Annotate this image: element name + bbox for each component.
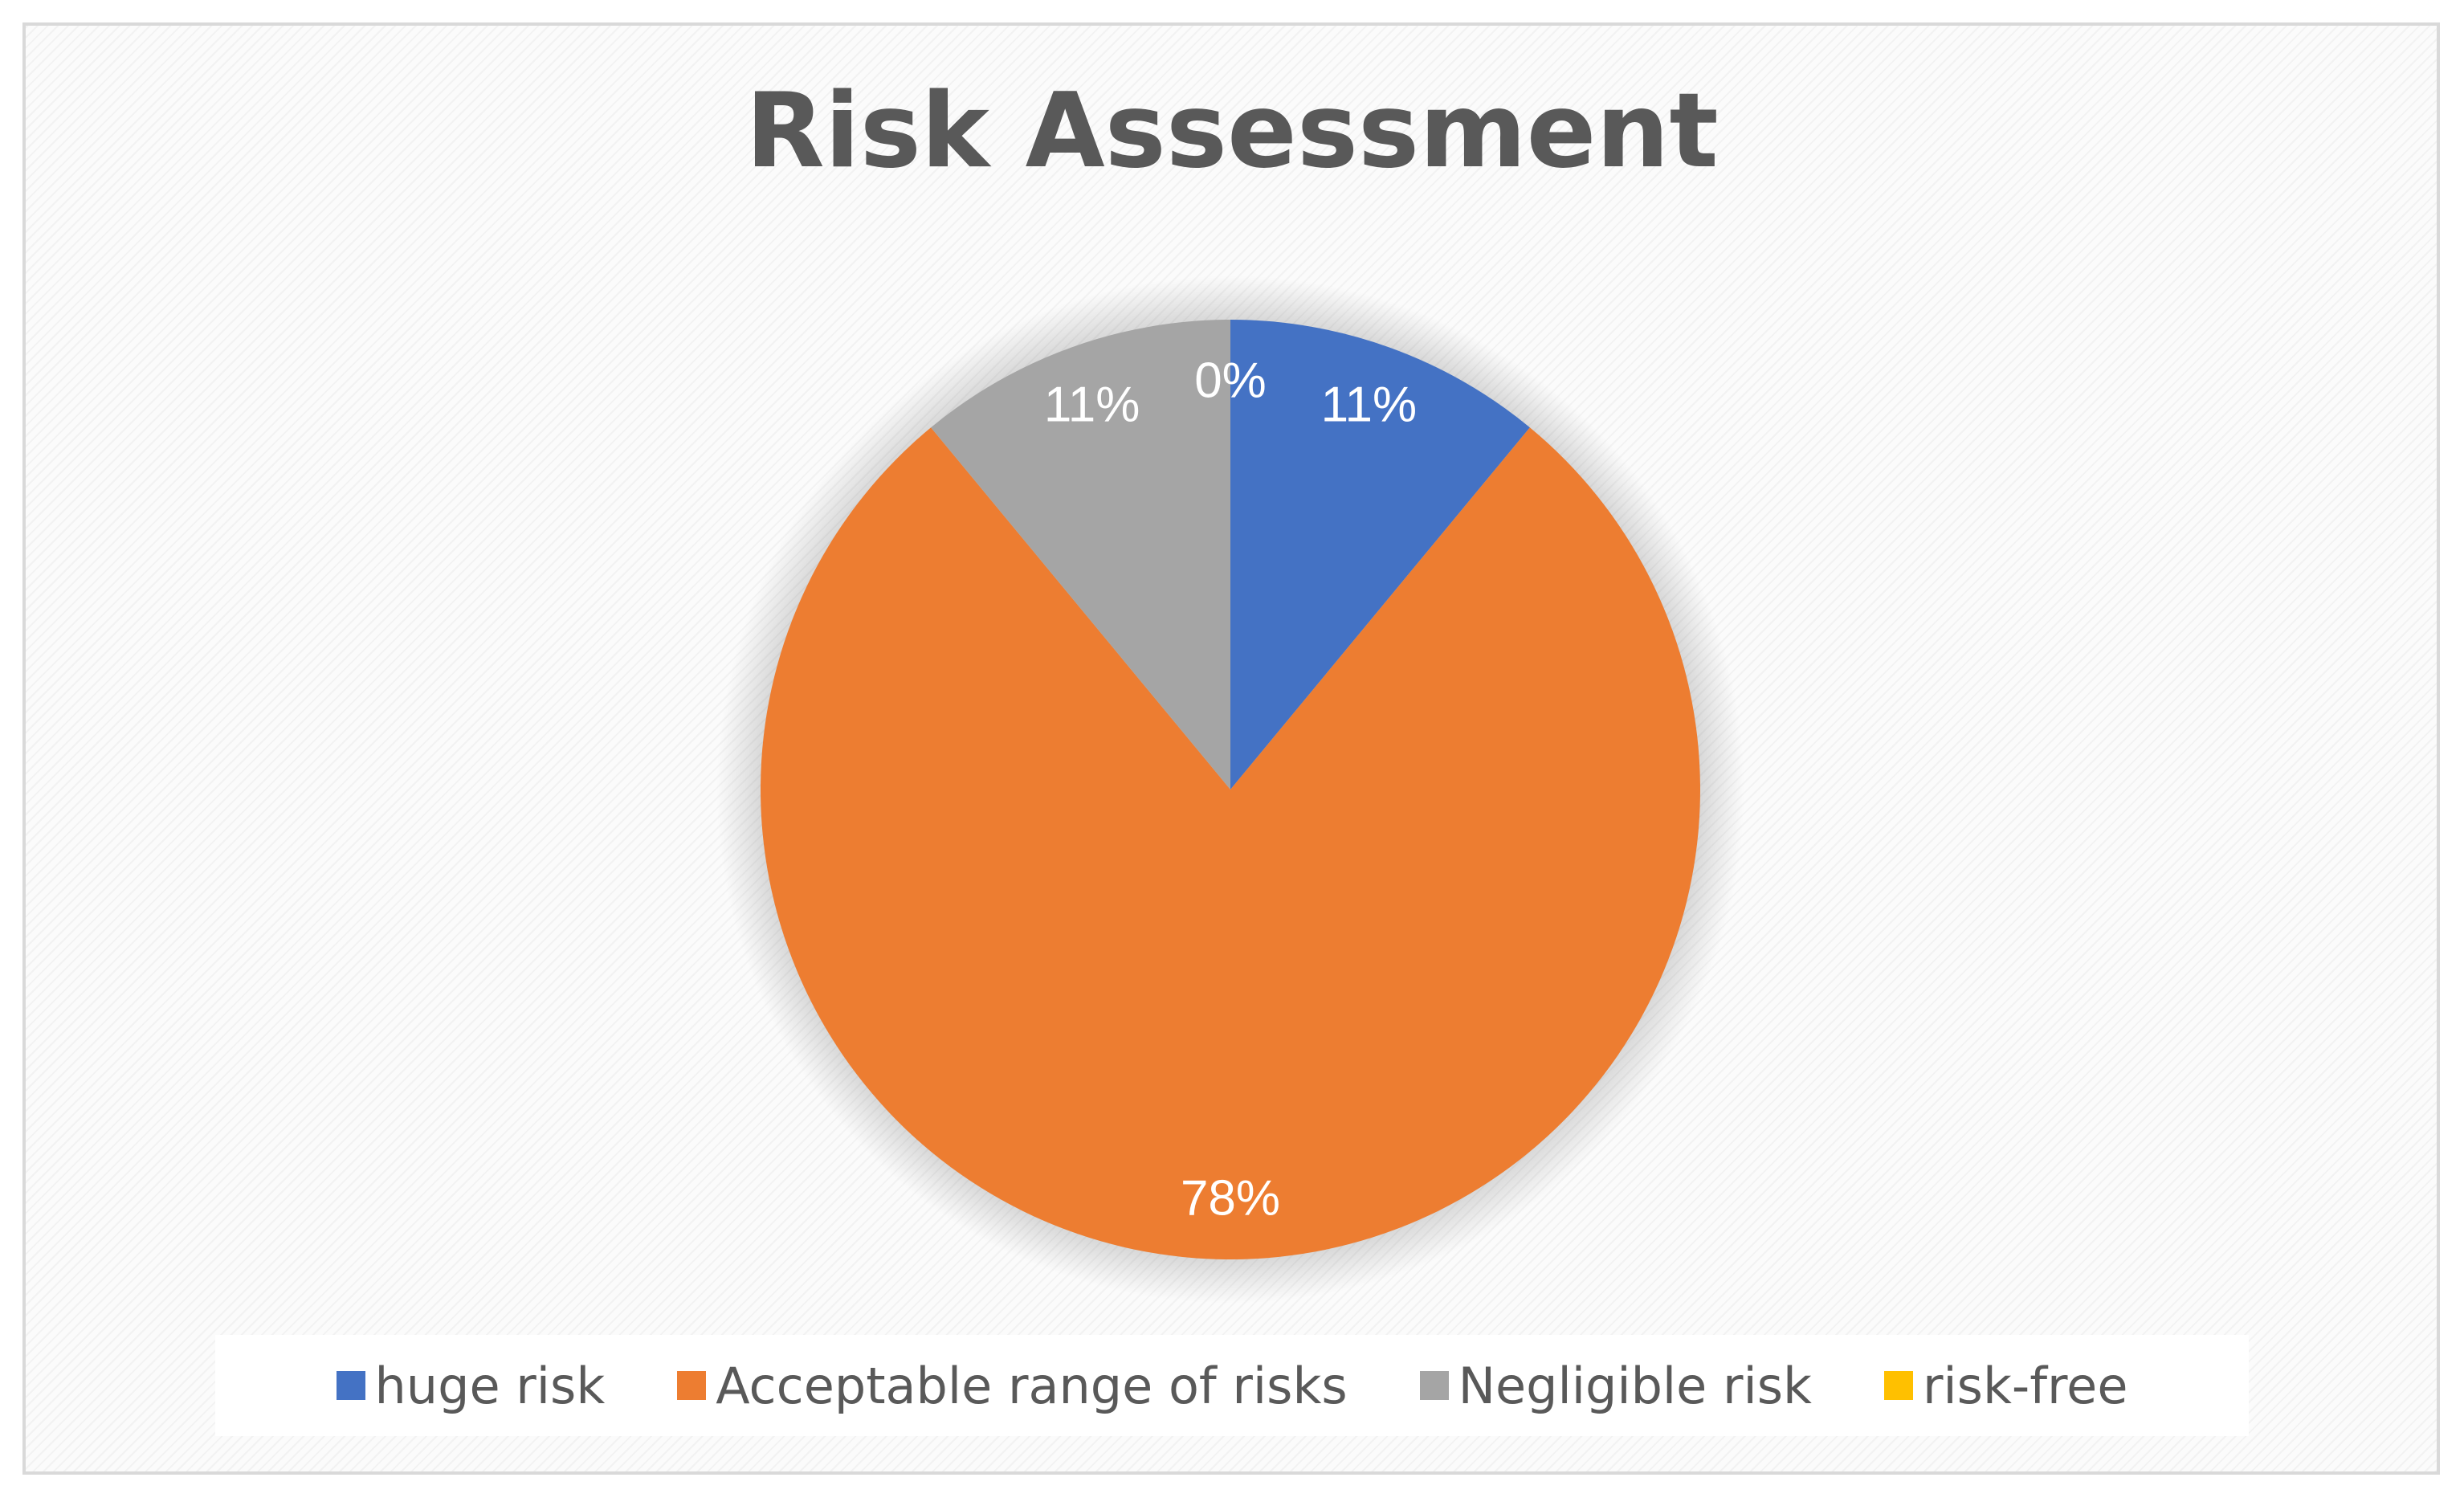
legend: huge risk Acceptable range of risks Negl… bbox=[215, 1335, 2249, 1436]
chart-title: Risk Assessment bbox=[745, 71, 1719, 191]
legend-swatch-huge-risk bbox=[336, 1371, 365, 1400]
legend-label-negligible-risk: Negligible risk bbox=[1458, 1356, 1812, 1415]
pie-slice-huge-risk bbox=[1230, 320, 1530, 790]
legend-item-risk-free: risk-free bbox=[1883, 1356, 2128, 1415]
data-label-huge-risk: 11% bbox=[1321, 378, 1418, 433]
data-label-risk-free: 0% bbox=[1194, 353, 1267, 409]
legend-label-risk-free: risk-free bbox=[1922, 1356, 2128, 1415]
data-label-acceptable-range-of-risks: 78% bbox=[1181, 1170, 1280, 1226]
legend-swatch-risk-free bbox=[1883, 1371, 1913, 1400]
pie-slice-negligible-risk bbox=[931, 320, 1230, 790]
legend-label-huge-risk: huge risk bbox=[374, 1356, 606, 1415]
legend-label-acceptable-range-of-risks: Acceptable range of risks bbox=[716, 1356, 1348, 1415]
legend-item-negligible-risk: Negligible risk bbox=[1419, 1356, 1812, 1415]
legend-item-huge-risk: huge risk bbox=[336, 1356, 606, 1415]
legend-swatch-negligible-risk bbox=[1419, 1371, 1449, 1400]
legend-swatch-acceptable-range-of-risks bbox=[677, 1371, 707, 1400]
pie-slice-acceptable-range-of-risks bbox=[761, 427, 1700, 1260]
legend-item-acceptable-range-of-risks: Acceptable range of risks bbox=[677, 1356, 1348, 1415]
data-label-negligible-risk: 11% bbox=[1044, 378, 1140, 433]
